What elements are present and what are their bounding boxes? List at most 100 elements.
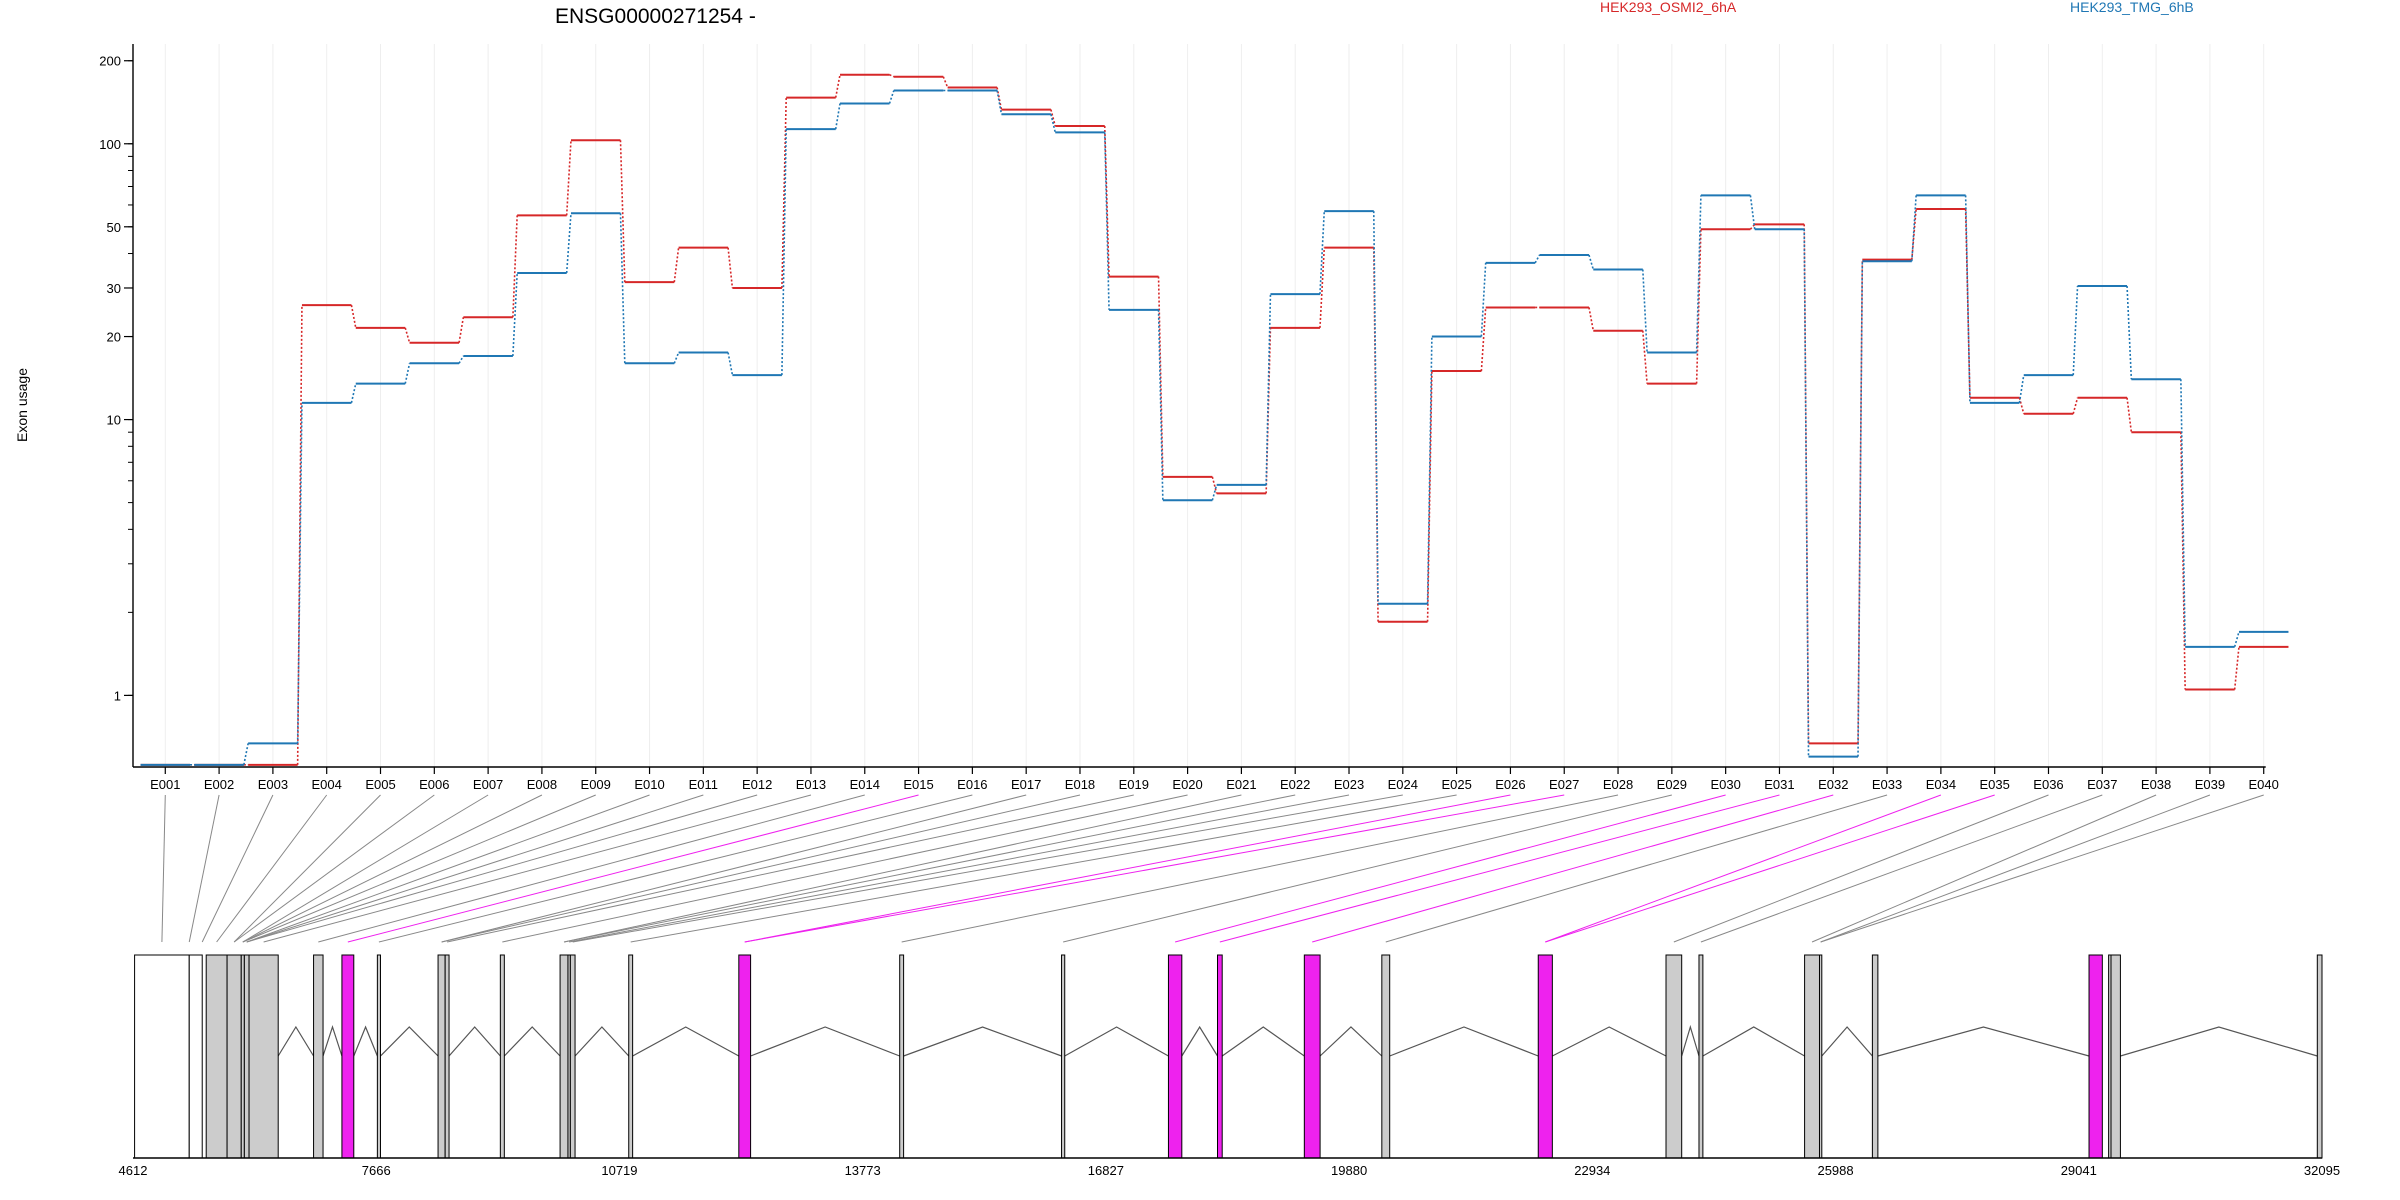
- x-tick-label: E016: [957, 777, 987, 792]
- x-tick-label: E004: [312, 777, 342, 792]
- exon-box: [226, 954, 242, 1159]
- coord-tick-label: 32095: [2304, 1163, 2340, 1178]
- exon-box-highlight: [2088, 954, 2103, 1159]
- series-riser: [1911, 195, 1917, 262]
- x-tick-label: E007: [473, 777, 503, 792]
- intron-line: [1389, 1026, 1539, 1057]
- x-tick-label: E019: [1119, 777, 1149, 792]
- x-tick-label: E026: [1495, 777, 1525, 792]
- x-tick-label: E037: [2087, 777, 2117, 792]
- x-axis: E001 E002 E003 E004 E005 E006 E007 E008 E009 E010…: [133, 766, 2279, 792]
- y-tick-label: 100: [99, 137, 121, 152]
- x-tick-label: E034: [1926, 777, 1956, 792]
- x-tick-label: E008: [527, 777, 557, 792]
- exon-connector: [901, 794, 1619, 943]
- series-riser: [727, 247, 734, 289]
- series-riser: [2018, 397, 2025, 414]
- exon-connector: [630, 794, 1457, 943]
- series-riser: [512, 272, 518, 357]
- series-riser: [350, 304, 357, 329]
- intron-line: [322, 1025, 343, 1057]
- coord-tick-label: 10719: [601, 1163, 637, 1178]
- series-riser: [673, 352, 680, 364]
- exon-box-highlight: [341, 954, 355, 1159]
- series-riser: [1749, 223, 1756, 230]
- exon-box-highlight: [1217, 954, 1223, 1159]
- x-tick-label: E035: [1979, 777, 2009, 792]
- x-tick-label: E023: [1334, 777, 1364, 792]
- intron-line: [1064, 1026, 1169, 1057]
- series-riser: [942, 76, 949, 88]
- series-riser: [619, 140, 626, 283]
- intron-line: [503, 1026, 561, 1057]
- exon-connector: [318, 794, 865, 943]
- y-axis: 1 10 20 30 50 100 200: [99, 44, 134, 767]
- chart-title: ENSG00000271254 -: [555, 5, 756, 28]
- series-riser: [1480, 307, 1487, 372]
- exon-connector: [441, 794, 1027, 943]
- exon-connector: [1312, 794, 1834, 943]
- exon-connector: [1219, 794, 1780, 943]
- series-riser: [781, 129, 788, 376]
- exon-connector: [1700, 794, 2103, 943]
- intron-line: [1319, 1026, 1383, 1057]
- coord-tick-label: 25988: [1817, 1163, 1853, 1178]
- exon-connector: [246, 794, 704, 943]
- series-riser: [1372, 211, 1379, 604]
- series-riser: [2126, 397, 2133, 433]
- x-tick-label: E015: [903, 777, 933, 792]
- exon-box: [1804, 954, 1820, 1159]
- exon-connector: [1175, 794, 1726, 943]
- y-tick-label: 1: [114, 688, 121, 703]
- x-tick-label: E031: [1764, 777, 1794, 792]
- exon-connector: [242, 794, 596, 943]
- exon-connector: [1063, 794, 1672, 943]
- gene-model: [134, 954, 2323, 1159]
- exon-connector: [201, 794, 274, 943]
- exon-connector: [161, 794, 166, 943]
- series-riser: [1426, 370, 1433, 622]
- intron-line: [1221, 1026, 1305, 1057]
- x-tick-label: E009: [581, 777, 611, 792]
- legend-entry-series-1: HEK293_OSMI2_6hA: [1600, 0, 1737, 15]
- legend-entry-series-2: HEK293_TMG_6hB: [2070, 0, 2194, 15]
- series-riser: [2072, 285, 2079, 376]
- exon-connector: [233, 794, 381, 943]
- exon-box: [559, 954, 569, 1159]
- exon-connector: [246, 794, 758, 943]
- intron-line: [632, 1026, 740, 1057]
- series-riser: [1319, 247, 1326, 328]
- series-1: [140, 73, 2289, 766]
- exon-box: [1818, 954, 1823, 1159]
- x-tick-label: E013: [796, 777, 826, 792]
- series-riser: [727, 352, 734, 376]
- exon-box: [243, 954, 250, 1159]
- x-tick-label: E020: [1172, 777, 1202, 792]
- intron-line: [380, 1026, 439, 1057]
- series-riser: [1588, 254, 1595, 270]
- exon-box: [499, 954, 505, 1159]
- exon-connector: [1820, 794, 2211, 943]
- series-riser: [2018, 374, 2025, 403]
- x-tick-label: E028: [1603, 777, 1633, 792]
- x-tick-label: E039: [2195, 777, 2225, 792]
- y-tick-label: 200: [99, 54, 121, 69]
- exon-connector: [446, 794, 1134, 943]
- intron-line: [1877, 1026, 2090, 1057]
- series-riser: [1695, 229, 1702, 384]
- series-riser: [888, 90, 895, 104]
- y-tick-label: 30: [107, 281, 121, 296]
- x-tick-label: E003: [258, 777, 288, 792]
- exon-connector: [563, 794, 1242, 943]
- exon-connector: [441, 794, 1081, 943]
- exon-box: [188, 954, 203, 1159]
- x-tick-label: E040: [2249, 777, 2279, 792]
- exon-connector: [263, 794, 812, 943]
- exon-connector: [378, 794, 973, 943]
- intron-line: [1552, 1026, 1667, 1057]
- x-tick-label: E025: [1441, 777, 1471, 792]
- exon-connector: [744, 794, 1511, 943]
- exon-connector: [216, 794, 328, 943]
- series-riser: [1426, 336, 1433, 604]
- series-riser: [404, 363, 411, 384]
